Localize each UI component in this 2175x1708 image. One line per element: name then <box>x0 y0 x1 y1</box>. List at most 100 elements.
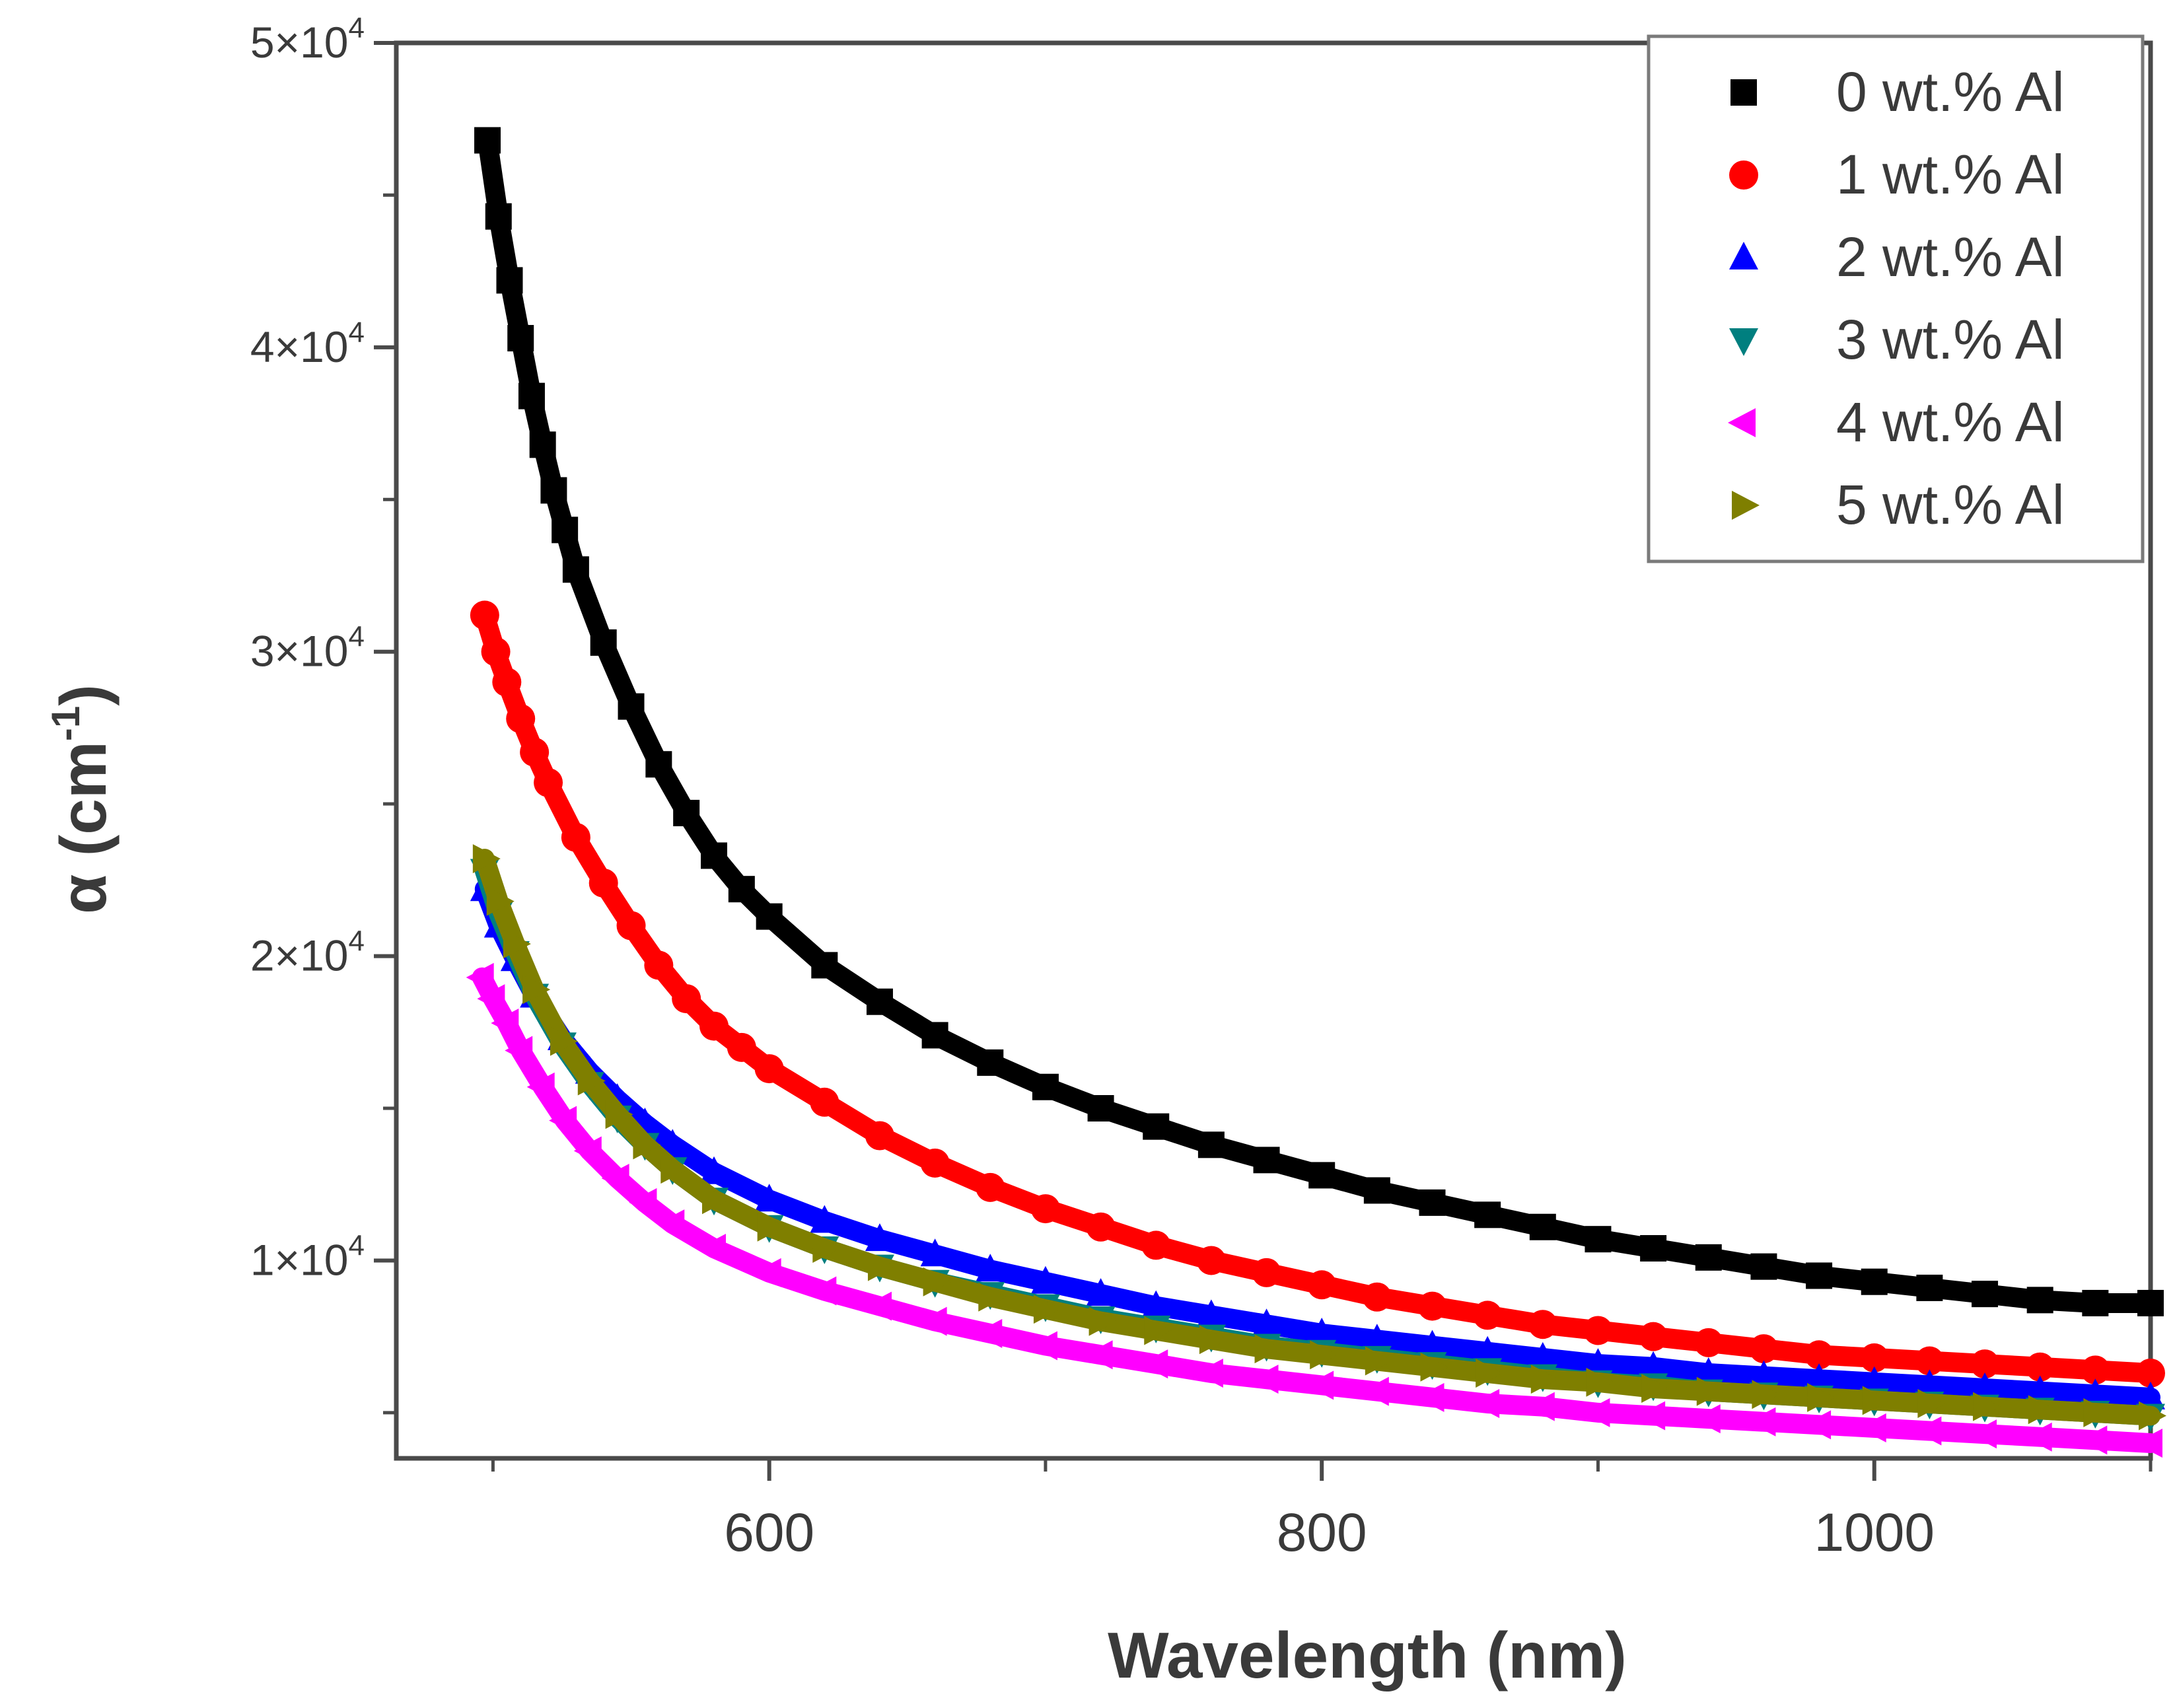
data-point-4-35 <box>2079 1425 2108 1455</box>
data-point-1-34 <box>1915 1346 1944 1376</box>
data-point-1-14 <box>810 1087 839 1117</box>
data-point-1-19 <box>1086 1212 1116 1242</box>
data-point-1-30 <box>1694 1328 1723 1357</box>
data-point-1-23 <box>1307 1270 1337 1300</box>
y-tick-label-1: 2×104 <box>250 925 365 980</box>
data-point-0-7 <box>552 516 579 544</box>
data-point-5-6 <box>605 1100 633 1129</box>
legend-marker-2 <box>1729 242 1758 269</box>
legend-label-2: 2 wt.% Al <box>1836 226 2064 288</box>
data-point-0-29 <box>1529 1213 1556 1240</box>
data-point-2-16 <box>1086 1278 1116 1306</box>
x-axis-title: Wavelength (nm) <box>1108 1619 1627 1691</box>
legend-label-0: 0 wt.% Al <box>1836 61 2064 123</box>
data-point-1-35 <box>1970 1349 2000 1379</box>
y-tick-label-4: 5×104 <box>250 12 365 67</box>
series-band-2 <box>474 879 2160 1407</box>
data-point-5-12 <box>867 1252 896 1281</box>
data-point-2-10 <box>754 1184 784 1212</box>
data-point-1-17 <box>976 1172 1005 1202</box>
data-point-5-24 <box>1530 1365 1559 1394</box>
data-point-4-27 <box>1637 1401 1666 1431</box>
plot-frame <box>394 40 2153 1461</box>
data-point-4-24 <box>1472 1389 1500 1419</box>
data-point-2-32 <box>1970 1372 2000 1401</box>
series-4 <box>466 962 2162 1458</box>
legend: 0 wt.% Al 1 wt.% Al 2 wt.% Al 3 wt.% Al 4 wt… <box>1647 34 2145 563</box>
data-point-1-33 <box>1859 1343 1889 1372</box>
data-point-0-36 <box>1916 1274 1943 1301</box>
data-point-5-10 <box>757 1212 785 1242</box>
data-point-1-26 <box>1473 1300 1503 1330</box>
data-point-4-13 <box>863 1291 892 1321</box>
data-point-1-8 <box>616 911 646 941</box>
data-point-0-21 <box>1087 1095 1114 1122</box>
y-axis-title-base: α (cm <box>47 741 120 914</box>
data-point-0-17 <box>866 988 893 1015</box>
data-point-4-2 <box>491 1008 519 1038</box>
data-point-5-7 <box>633 1130 661 1160</box>
x-tick-label-2: 1000 <box>1814 1503 1935 1563</box>
data-point-5-25 <box>1586 1367 1614 1397</box>
y-tick-label-0: 1×104 <box>250 1229 365 1284</box>
data-point-1-0 <box>470 600 499 630</box>
data-point-5-23 <box>1476 1358 1504 1388</box>
data-point-2-33 <box>2025 1375 2055 1404</box>
data-point-4-25 <box>1526 1392 1555 1421</box>
data-point-0-37 <box>1972 1281 1999 1308</box>
data-point-4-11 <box>753 1258 781 1287</box>
data-point-0-27 <box>1419 1189 1446 1216</box>
data-point-5-13 <box>923 1267 951 1297</box>
legend-label-3: 3 wt.% Al <box>1836 308 2064 371</box>
data-point-0-25 <box>1308 1162 1336 1189</box>
data-point-5-17 <box>1144 1316 1172 1345</box>
data-point-2-9 <box>699 1156 729 1184</box>
data-point-4-12 <box>808 1276 837 1306</box>
ticks: 600 800 1000 1×104 2×104 3×104 4×104 5×104 <box>250 12 2153 1563</box>
data-point-0-9 <box>590 629 617 656</box>
data-point-0-24 <box>1253 1147 1280 1174</box>
data-point-5-2 <box>503 929 531 959</box>
data-point-4-29 <box>1748 1407 1776 1437</box>
data-point-4-30 <box>1803 1410 1832 1440</box>
legend-marker-5 <box>1732 491 1760 520</box>
data-point-5-21 <box>1365 1346 1393 1376</box>
data-point-4-1 <box>477 984 505 1014</box>
data-point-5-8 <box>660 1155 689 1184</box>
data-point-5-14 <box>978 1282 1007 1312</box>
data-point-0-23 <box>1197 1131 1225 1158</box>
data-point-2-22 <box>1417 1330 1447 1358</box>
data-point-1-24 <box>1362 1282 1392 1312</box>
series-1 <box>470 600 2165 1388</box>
data-point-5-34 <box>2083 1398 2112 1427</box>
data-point-4-36 <box>2135 1428 2162 1458</box>
data-point-4-26 <box>1582 1398 1610 1427</box>
data-point-1-38 <box>2136 1358 2165 1388</box>
data-point-4-16 <box>1029 1331 1057 1361</box>
data-point-1-36 <box>2025 1352 2055 1382</box>
data-point-5-26 <box>1641 1374 1670 1404</box>
data-point-5-35 <box>2139 1401 2166 1431</box>
data-point-4-19 <box>1195 1358 1223 1388</box>
data-point-4-18 <box>1140 1349 1168 1379</box>
data-point-4-4 <box>526 1072 555 1102</box>
data-point-0-1 <box>485 203 512 230</box>
series-0 <box>474 127 2164 1316</box>
data-point-0-34 <box>1806 1262 1833 1289</box>
y-axis-title-close: ) <box>47 684 120 706</box>
data-point-1-10 <box>672 984 701 1014</box>
series-5 <box>472 844 2166 1431</box>
data-point-1-4 <box>520 737 550 767</box>
data-point-2-23 <box>1473 1335 1503 1364</box>
data-point-5-1 <box>486 886 515 916</box>
data-point-0-2 <box>496 267 523 294</box>
data-point-1-37 <box>2081 1355 2110 1385</box>
legend-marker-1 <box>1729 160 1758 190</box>
data-point-4-22 <box>1361 1376 1389 1406</box>
data-point-0-26 <box>1363 1177 1390 1204</box>
data-point-2-29 <box>1804 1363 1834 1392</box>
data-point-5-0 <box>472 844 501 874</box>
data-point-0-40 <box>2137 1289 2164 1316</box>
data-point-5-29 <box>1807 1382 1836 1412</box>
